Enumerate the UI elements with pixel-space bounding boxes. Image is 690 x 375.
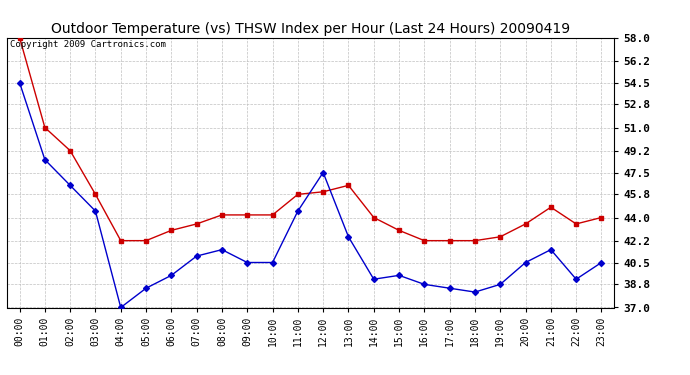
Text: Copyright 2009 Cartronics.com: Copyright 2009 Cartronics.com <box>10 40 166 49</box>
Title: Outdoor Temperature (vs) THSW Index per Hour (Last 24 Hours) 20090419: Outdoor Temperature (vs) THSW Index per … <box>51 22 570 36</box>
